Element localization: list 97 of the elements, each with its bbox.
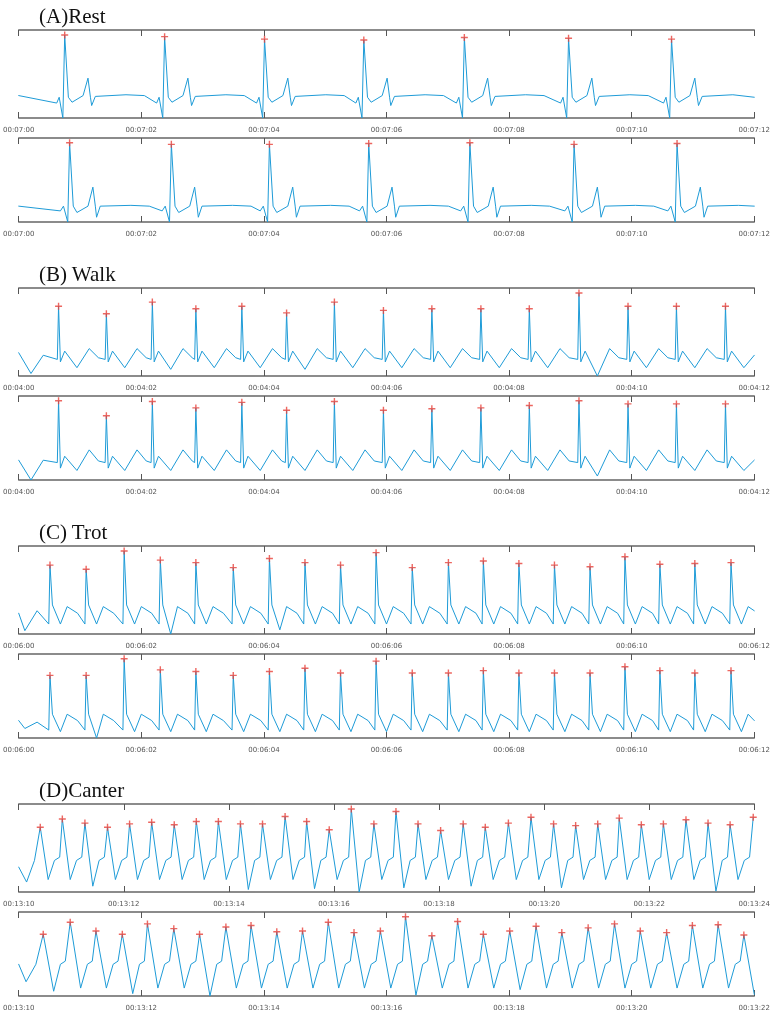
- point: [82, 671, 90, 679]
- point: [236, 820, 244, 828]
- point: [575, 397, 583, 405]
- point: [586, 563, 594, 571]
- point: [259, 820, 267, 828]
- point: [477, 305, 485, 313]
- point: [299, 927, 307, 935]
- point: [408, 669, 416, 677]
- point: [46, 671, 54, 679]
- point: [82, 565, 90, 573]
- point: [656, 560, 664, 568]
- point: [444, 669, 452, 677]
- point: [330, 298, 338, 306]
- point: [691, 559, 699, 567]
- point: [727, 559, 735, 567]
- point: [247, 921, 255, 929]
- point: [428, 405, 436, 413]
- chart-title: (C) Trot: [39, 519, 108, 544]
- point: [196, 930, 204, 938]
- point: [372, 549, 380, 557]
- point: [506, 927, 514, 935]
- point: [636, 927, 644, 935]
- point: [120, 547, 128, 555]
- point: [392, 807, 400, 815]
- point: [621, 663, 629, 671]
- point: [192, 667, 200, 675]
- point: [148, 298, 156, 306]
- point: [672, 400, 680, 408]
- point: [337, 669, 345, 677]
- point: [192, 305, 200, 313]
- point: [428, 932, 436, 940]
- point: [740, 931, 748, 939]
- point: [58, 815, 66, 823]
- point: [532, 922, 540, 930]
- point: [621, 553, 629, 561]
- point: [170, 925, 178, 933]
- point: [550, 820, 558, 828]
- point: [726, 821, 734, 829]
- point: [372, 657, 380, 665]
- chart-title: (A)Rest: [39, 3, 106, 28]
- point: [479, 557, 487, 565]
- point: [301, 664, 309, 672]
- point: [515, 669, 523, 677]
- point: [624, 302, 632, 310]
- point: [594, 820, 602, 828]
- point: [691, 669, 699, 677]
- point: [120, 655, 128, 663]
- point: [414, 820, 422, 828]
- point: [301, 559, 309, 567]
- point: [615, 814, 623, 822]
- point: [39, 930, 47, 938]
- point: [477, 404, 485, 412]
- point: [192, 404, 200, 412]
- point: [337, 561, 345, 569]
- point: [273, 928, 281, 936]
- point: [459, 820, 467, 828]
- point: [682, 816, 690, 824]
- point: [347, 805, 355, 813]
- point: [126, 820, 134, 828]
- point: [704, 819, 712, 827]
- point: [350, 929, 358, 937]
- point: [143, 920, 151, 928]
- point: [584, 924, 592, 932]
- point: [558, 929, 566, 937]
- point: [428, 305, 436, 313]
- point: [156, 666, 164, 674]
- point: [192, 559, 200, 567]
- point: [102, 412, 110, 420]
- point: [81, 819, 89, 827]
- point: [624, 400, 632, 408]
- point: [283, 309, 291, 317]
- point: [281, 812, 289, 820]
- point: [550, 561, 558, 569]
- point: [721, 400, 729, 408]
- point: [376, 927, 384, 935]
- point: [659, 820, 667, 828]
- point: [156, 556, 164, 564]
- point: [727, 667, 735, 675]
- point: [656, 667, 664, 675]
- point: [575, 289, 583, 297]
- point: [515, 559, 523, 567]
- point: [611, 920, 619, 928]
- point: [370, 820, 378, 828]
- chart-title: (B) Walk: [39, 261, 117, 286]
- point: [46, 561, 54, 569]
- point: [118, 930, 126, 938]
- point: [714, 921, 722, 929]
- point: [586, 669, 594, 677]
- point: [479, 930, 487, 938]
- chart-title: (D)Canter: [39, 777, 125, 802]
- point: [238, 302, 246, 310]
- point: [527, 813, 535, 821]
- point: [238, 398, 246, 406]
- point: [222, 923, 230, 931]
- point: [504, 819, 512, 827]
- point: [92, 927, 100, 935]
- point: [550, 669, 558, 677]
